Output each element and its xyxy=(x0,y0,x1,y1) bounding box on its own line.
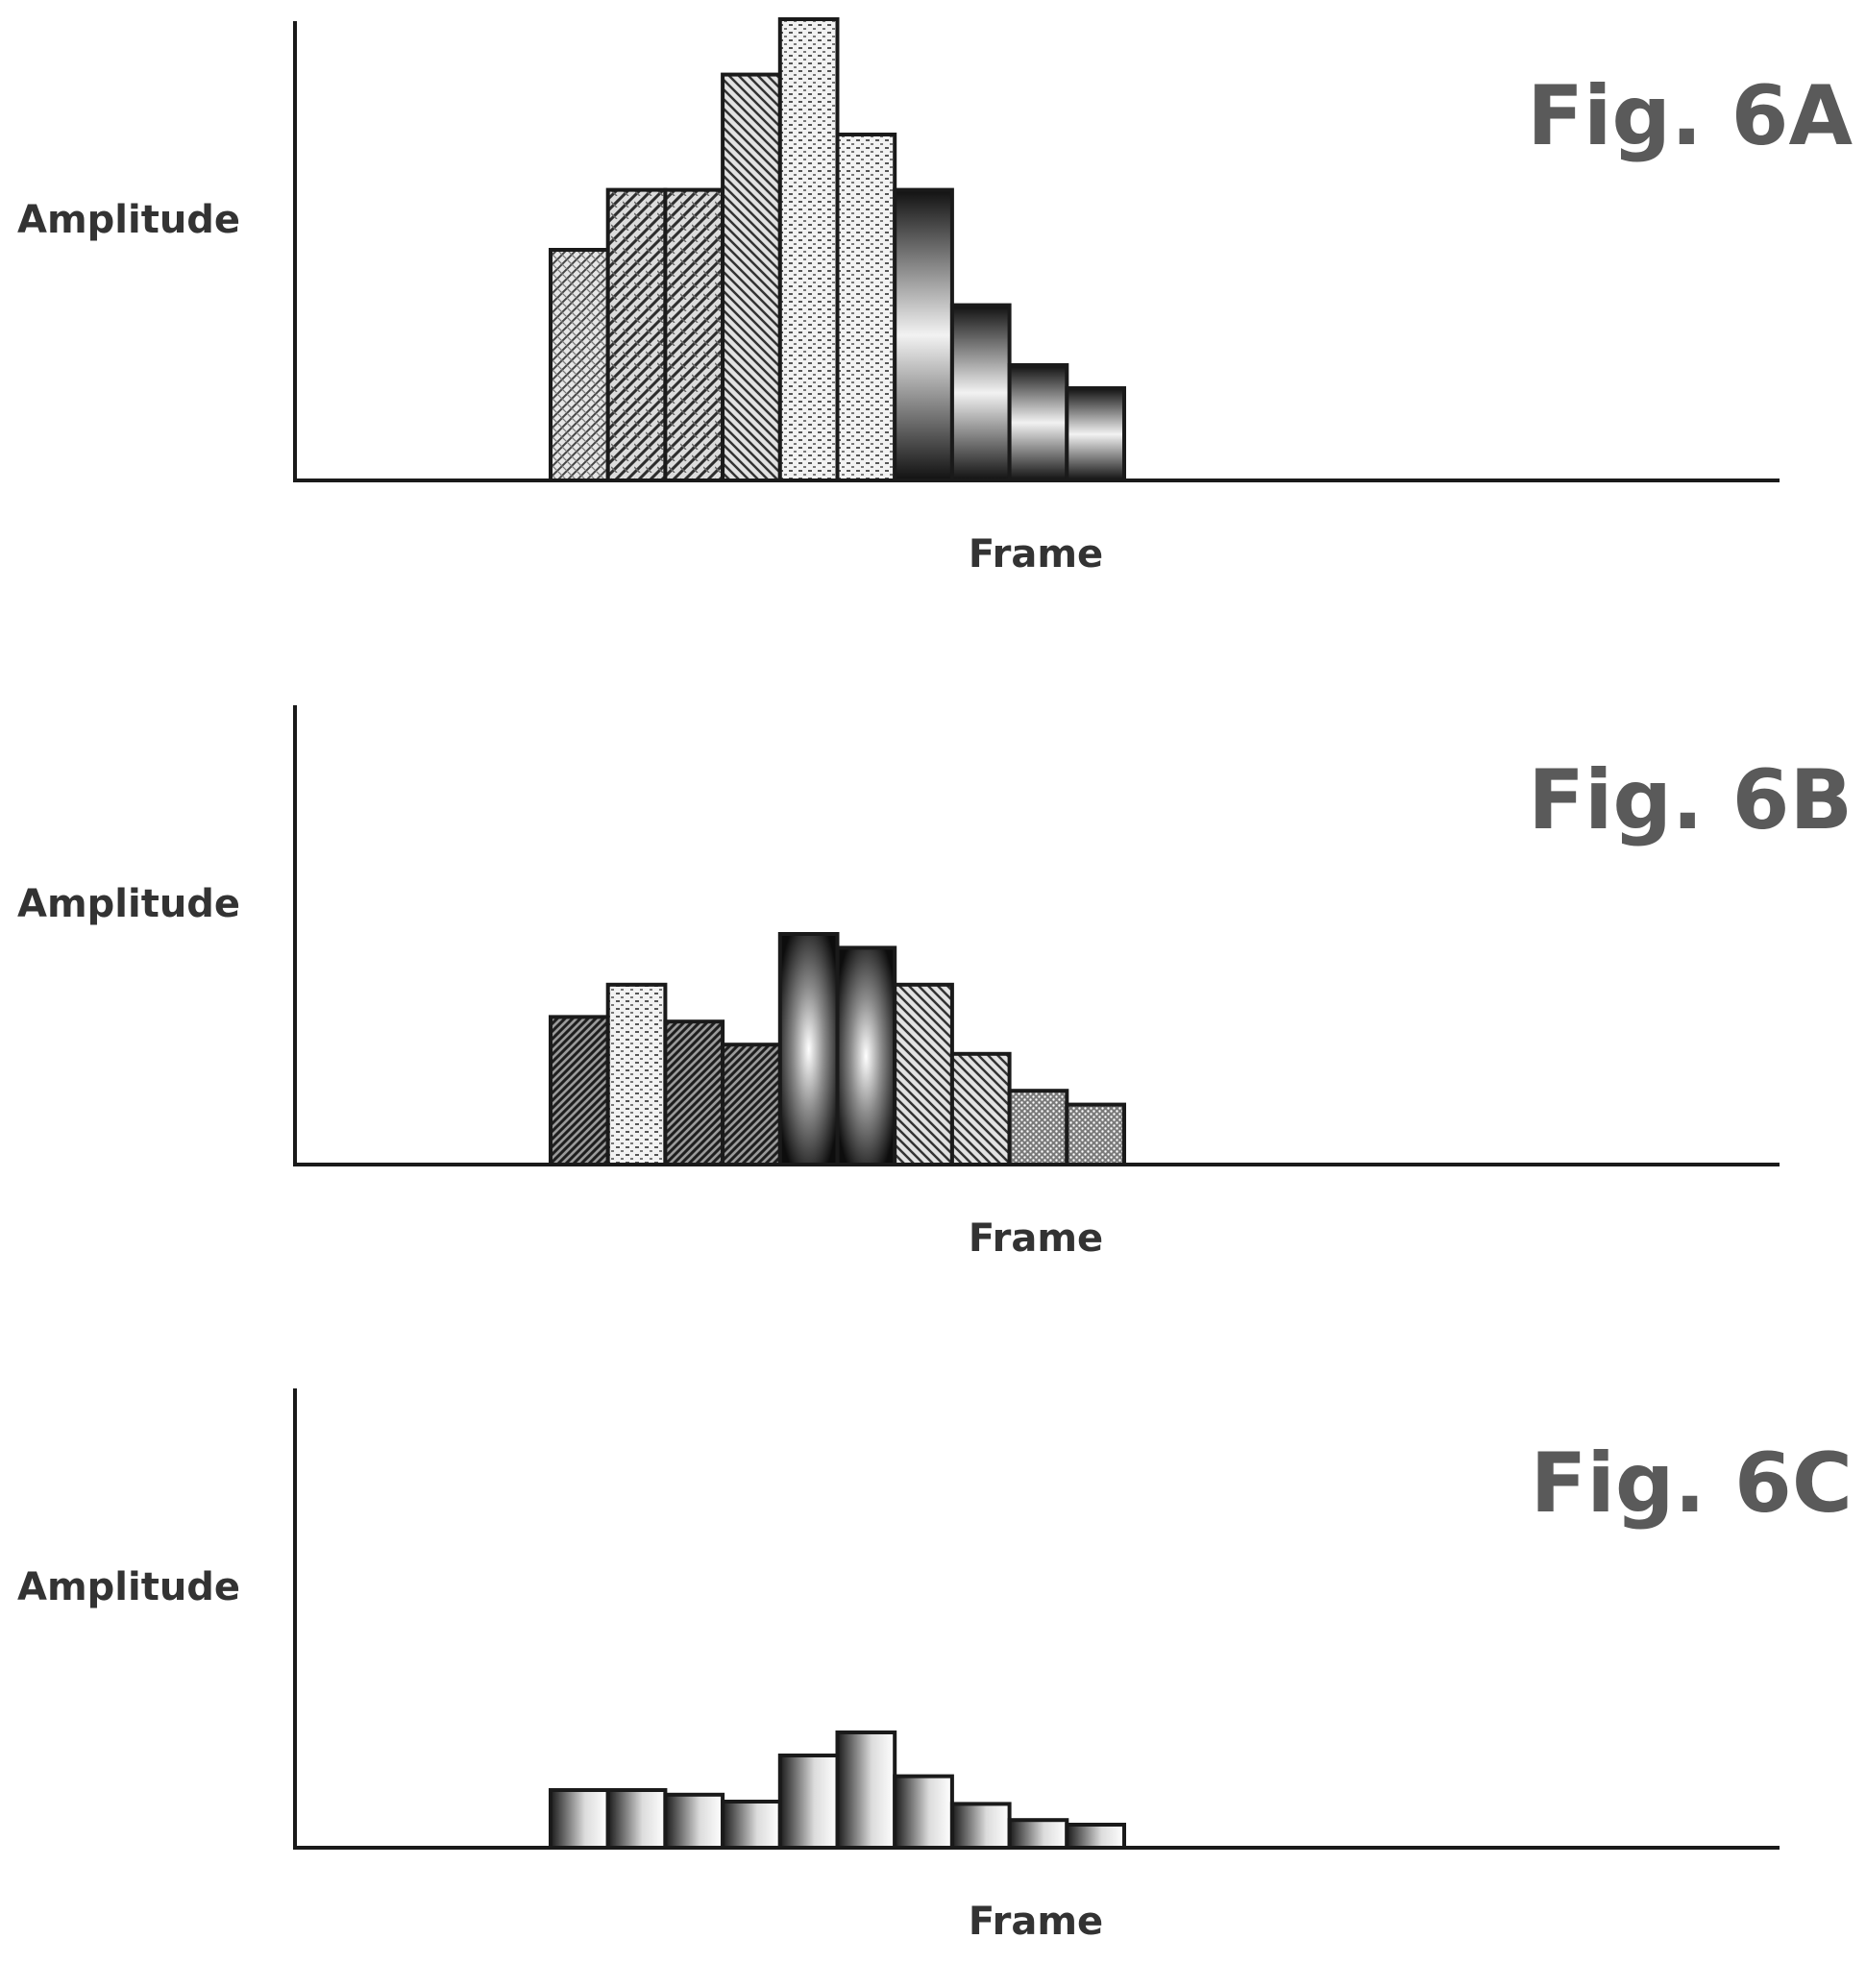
bar-4 xyxy=(721,1800,782,1850)
bar-7 xyxy=(893,187,954,482)
bar-4 xyxy=(721,72,782,482)
bar-9 xyxy=(1007,363,1069,482)
bar-2 xyxy=(605,187,668,482)
chart-panel-2: Fig. 6B Amplitude Frame xyxy=(17,705,1853,1261)
x-axis-label: Frame xyxy=(969,532,1103,577)
bar-4 xyxy=(721,1043,782,1166)
bar-6 xyxy=(835,133,897,482)
bar-8 xyxy=(949,303,1012,482)
bar-10 xyxy=(1065,386,1127,482)
bar-1 xyxy=(549,1788,610,1850)
bar-3 xyxy=(663,1792,725,1851)
bar-2 xyxy=(605,982,668,1167)
chart-panel-1: Fig. 6A Amplitude Frame xyxy=(17,17,1853,577)
figure-title: Fig. 6C xyxy=(1531,1436,1853,1532)
bar-5 xyxy=(777,932,840,1166)
y-axis-label: Amplitude xyxy=(17,198,240,242)
bar-1 xyxy=(549,248,610,482)
bar-7 xyxy=(893,982,954,1167)
bar-10 xyxy=(1065,1823,1127,1850)
y-axis-label: Amplitude xyxy=(17,1565,240,1609)
bar-6 xyxy=(835,1730,897,1850)
bar-8 xyxy=(949,1802,1012,1851)
chart-panel-3: Fig. 6C Amplitude Frame xyxy=(17,1388,1853,1944)
bar-5 xyxy=(777,1754,840,1850)
bar-8 xyxy=(949,1051,1012,1167)
bar-3 xyxy=(663,187,725,482)
bar-6 xyxy=(835,945,897,1167)
bar-1 xyxy=(549,1015,610,1167)
bar-2 xyxy=(605,1788,668,1850)
bar-5 xyxy=(777,17,840,482)
bar-9 xyxy=(1007,1818,1069,1850)
figure-title: Fig. 6B xyxy=(1528,752,1853,848)
bar-3 xyxy=(663,1019,725,1166)
x-axis-label: Frame xyxy=(969,1216,1103,1261)
y-axis-label: Amplitude xyxy=(17,882,240,926)
bar-7 xyxy=(893,1774,954,1850)
bar-10 xyxy=(1065,1102,1127,1166)
bar-9 xyxy=(1007,1089,1069,1166)
x-axis-label: Frame xyxy=(969,1900,1103,1944)
figure-title: Fig. 6A xyxy=(1527,68,1853,164)
